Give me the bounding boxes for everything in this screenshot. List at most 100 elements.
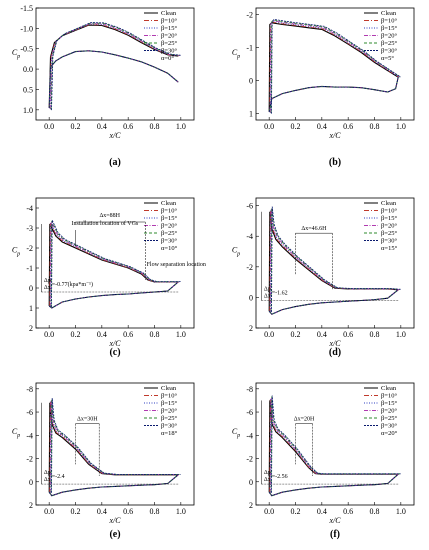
delta-x-denominator: Δx [264,293,271,299]
legend-entry: β=10° [161,18,177,25]
y-tick-label: -8 [246,385,253,394]
legend-entry: β=20° [161,33,177,40]
series-line-5 [48,22,181,111]
chart-panel-4: 0.0 0.2 0.4 0.6 0.8 1.0 -6 -4 -2 0 2 x/C Cp Cleanβ=10… [232,197,415,358]
y-tick-label: 2 [249,501,253,510]
y-tick-label: 0.0 [23,65,33,74]
x-tick-label: 0.4 [317,122,327,131]
plot-frame [35,7,195,121]
y-tick-label: -6 [26,408,33,417]
legend-entry: β=30° [161,48,177,55]
delta-x-denominator: Δx [264,477,271,483]
delta-p-label: Δp [264,470,271,476]
legend-entry: β=30° [381,423,397,430]
legend-entry: β=10° [381,208,397,215]
alpha-label: α=18° [161,430,178,437]
plot-frame [35,382,195,506]
x-axis-label: x/C [108,339,121,348]
y-tick-label: -4 [26,431,33,440]
series-line-5 [48,220,181,309]
series-line-5 [268,18,401,114]
series-line-0 [48,24,179,108]
legend-entry: Clean [161,10,177,17]
legend-entry: β=15° [161,400,177,407]
x-tick-label: 0.8 [370,507,380,516]
legend-entry: β=10° [161,208,177,215]
legend-entry: β=15° [381,25,397,32]
panel-caption: (a) [109,157,121,168]
chart-panel-1: 0.0 0.2 0.4 0.6 0.8 1.0 -1.5 -1.0 -0.5 0.0 0.5 1.0 x… [12,4,195,168]
gradient-value: =-0.77(kpa*m⁻¹) [52,281,93,288]
panel-caption: (c) [109,347,120,358]
legend-entry: β=20° [381,33,397,40]
y-tick-label: -2 [26,455,33,464]
y-tick-label: -4 [246,431,253,440]
alpha-label: α=5° [381,55,394,62]
legend-entry: β=30° [161,423,177,430]
x-tick-label: 0.6 [123,330,133,339]
legend-entry: β=30° [161,238,177,245]
x-tick-label: 0.8 [370,330,380,339]
legend-entry: β=10° [161,393,177,400]
legend-entry: β=25° [161,415,177,422]
series-line-4 [268,207,401,315]
y-tick-label: -2 [246,11,253,20]
y-tick-label: -1 [246,44,253,53]
x-tick-label: 1.0 [176,330,186,339]
y-axis-label: Cp [12,246,20,258]
legend-entry: β=25° [381,230,397,237]
y-tick-label: 0 [29,478,33,487]
legend-entry: β=20° [161,223,177,230]
panel-caption: (f) [330,529,340,540]
y-tick-label: 0 [249,293,253,302]
legend-entry: Clean [381,10,397,17]
x-tick-label: 0.6 [343,122,353,131]
alpha-label: α=15° [381,245,398,252]
alpha-label: α=10° [161,245,178,252]
delta-p-label: Δp [44,278,51,284]
x-tick-label: 0.8 [150,507,160,516]
y-tick-label: -2 [246,263,253,272]
x-axis-label: x/C [328,516,341,525]
y-tick-label: -4 [26,204,33,213]
delta-x-label: Δx=46.6H [301,226,327,232]
delta-x-label: Δx=30H [77,417,98,423]
x-axis-label: x/C [108,131,121,140]
delta-p-label: Δp [264,286,271,292]
legend-entry: Clean [381,385,397,392]
legend-entry: β=15° [381,400,397,407]
legend-entry: Clean [161,385,177,392]
y-axis-label: Cp [12,427,20,439]
legend-entry: β=10° [381,393,397,400]
y-tick-label: -1 [26,264,33,273]
x-axis-label: x/C [328,131,341,140]
legend-entry: Clean [161,200,177,207]
x-tick-label: 0.0 [44,122,54,131]
y-tick-label: -6 [246,408,253,417]
flow-separation-label: Flow separation location [147,262,206,268]
x-tick-label: 1.0 [396,507,406,516]
delta-p-label: Δp [44,470,51,476]
x-tick-label: 0.4 [317,507,327,516]
x-tick-label: 0.0 [44,507,54,516]
alpha-label: α=20° [381,430,398,437]
x-tick-label: 1.0 [176,122,186,131]
x-tick-label: 0.4 [97,330,107,339]
delta-x-label: Δx=88H [99,213,120,219]
y-tick-label: -2 [26,244,33,253]
series-line-2 [48,23,180,109]
gradient-value: =-2.56 [272,474,288,480]
legend-entry: β=20° [381,223,397,230]
y-tick-label: -3 [26,224,33,233]
series-line-5 [48,397,181,497]
panel-caption: (d) [329,347,341,358]
x-tick-label: 1.0 [396,122,406,131]
y-tick-label: -0.5 [20,45,33,54]
legend-entry: β=25° [161,40,177,47]
plot-frame [255,7,415,121]
legend-entry: β=30° [381,238,397,245]
series-line-2 [48,400,180,497]
chart-panel-6: 0.0 0.2 0.4 0.6 0.8 1.0-8-6-4-202x/CCpCleanβ=… [232,382,415,540]
delta-x-denominator: Δx [44,477,51,483]
